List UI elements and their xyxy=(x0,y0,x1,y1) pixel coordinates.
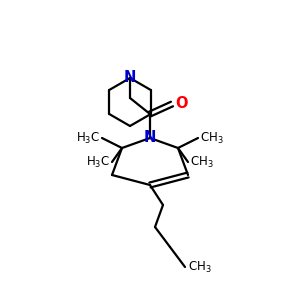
Text: H$_3$C: H$_3$C xyxy=(76,130,100,146)
Text: CH$_3$: CH$_3$ xyxy=(188,260,212,274)
Text: CH$_3$: CH$_3$ xyxy=(190,154,214,169)
Text: H$_3$C: H$_3$C xyxy=(86,154,110,169)
Text: O: O xyxy=(175,97,188,112)
Text: N: N xyxy=(144,130,156,146)
Text: N: N xyxy=(124,70,136,86)
Text: CH$_3$: CH$_3$ xyxy=(200,130,224,146)
